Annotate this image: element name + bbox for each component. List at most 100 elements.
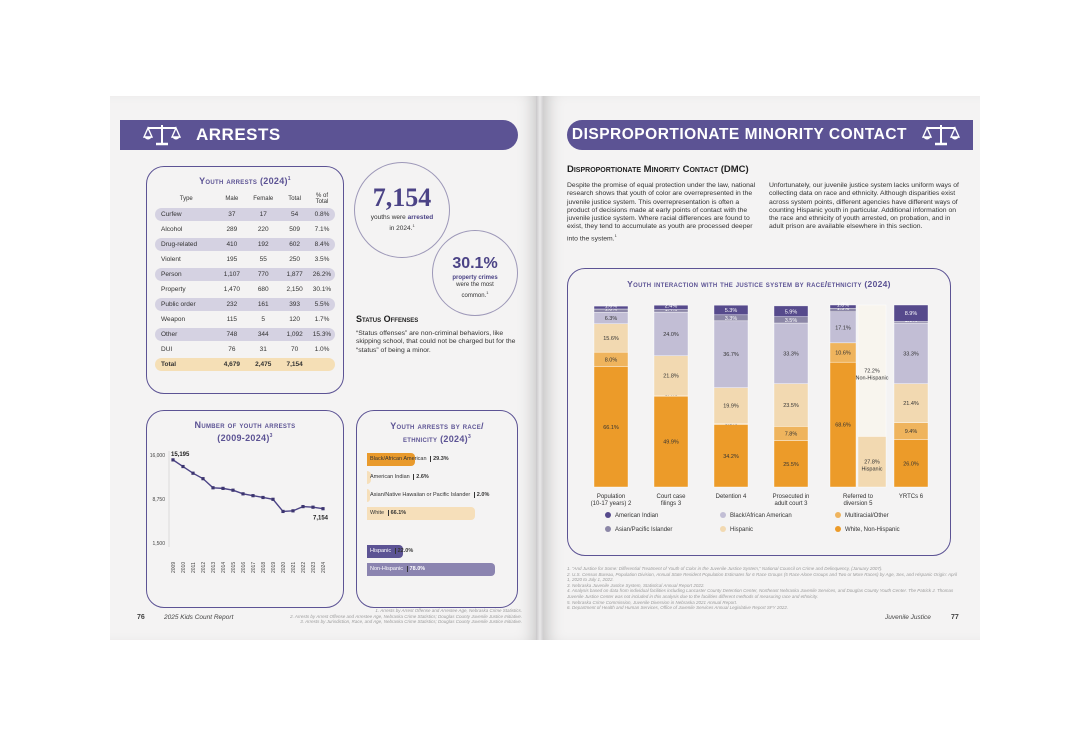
- legend-label: Multiracial/Other: [845, 513, 889, 519]
- data-point: [321, 507, 325, 511]
- y-tick-label: 1,500: [152, 541, 165, 547]
- data-point: [291, 509, 295, 513]
- bar-segment: [857, 436, 887, 488]
- segment-sublabel: Non-Hispanic: [855, 376, 888, 382]
- table-cell: Other: [155, 328, 218, 341]
- x-tick-label: 2023: [311, 562, 317, 573]
- justice-system-chart-box: Youth interaction with the justice syste…: [567, 268, 951, 556]
- segment-label: 1.9%: [837, 306, 850, 312]
- x-tick-label: 2022: [301, 562, 307, 573]
- footnote-line: 5. Nebraska Crime Commission, Juvenile D…: [567, 599, 738, 605]
- segment-label: 27.8%: [864, 460, 880, 466]
- segment-label: 7.8%: [785, 431, 798, 437]
- bar-segment: [773, 305, 809, 317]
- table-cell: Violent: [161, 256, 181, 263]
- category-label-line2: adult court 3: [774, 501, 808, 507]
- legend-swatch: [835, 526, 841, 532]
- segment-label: 36.7%: [723, 352, 739, 358]
- race-bar: [367, 471, 372, 484]
- category-label: YRTCs 6: [899, 494, 924, 500]
- total-arrests-number: 7,154: [372, 183, 432, 212]
- table-cell: 2,150: [286, 286, 303, 293]
- legend-label: Black/African American: [730, 513, 792, 519]
- total-arrests-stat-circle: 7,154 youths were arrested in 2024.1: [354, 162, 450, 258]
- category-label-line2: (10-17 years) 2: [591, 501, 632, 507]
- table-cell: 195: [226, 256, 238, 263]
- bar-segment: [893, 383, 929, 423]
- table-cell: 1,107: [217, 268, 247, 281]
- youth-arrests-table: Type Male Female Total % of Total Curfew 37 17…: [155, 190, 335, 373]
- race-bar-label: American Indian 2.6%: [370, 474, 429, 480]
- x-tick-label: 2010: [181, 562, 187, 573]
- x-tick-label: 2024: [321, 562, 327, 573]
- table-cell: 602: [280, 238, 309, 251]
- arrests-banner-title: ARRESTS: [196, 125, 281, 144]
- table-row: Person 1,107 770 1,877 26.2%: [155, 268, 335, 281]
- table-row: Drug-related 410 192 602 8.4%: [155, 238, 335, 251]
- bar-segment: [893, 322, 929, 384]
- category-label: Court case: [656, 494, 686, 500]
- segment-label: 33.3%: [903, 351, 919, 357]
- scales-of-justice-icon: [921, 125, 961, 146]
- x-tick-label: 2015: [231, 562, 237, 573]
- right-section-name: Juvenile Justice: [885, 614, 931, 621]
- y-tick-label: 16,000: [150, 453, 166, 459]
- status-offenses-text: “Status offenses” are non-criminal behav…: [356, 330, 516, 354]
- left-page: ARRESTS Youth arrests (2024)1 Type Male Fe…: [110, 96, 538, 640]
- table-cell: 509: [289, 226, 301, 233]
- race-bar: [367, 489, 371, 502]
- segment-label: 6.3%: [605, 316, 618, 322]
- race-chart-title: Youth arrests by race/ ethnicity (2024)3: [390, 421, 484, 444]
- race-bar-row: White 66.1%: [367, 507, 507, 520]
- start-value-label: 15,195: [171, 452, 190, 458]
- segment-label: 34.2%: [723, 454, 739, 460]
- left-footnotes: 1. Arrests by Arrest Offense and Arreste…: [250, 608, 522, 625]
- segment-label: 25.5%: [783, 462, 799, 468]
- segment-label: 8.9%: [905, 311, 918, 317]
- category-label-line2: diversion 5: [843, 501, 873, 507]
- ethnicity-bars: Hispanic 22.0% Non-Hispanic 78.0%: [367, 545, 507, 581]
- table-header-cell: Female: [253, 196, 274, 202]
- dmc-paragraph-2: Unfortunately, our juvenile justice syst…: [769, 182, 959, 231]
- left-report-name: 2025 Kids Count Report: [164, 614, 234, 621]
- left-page-number: 76: [137, 614, 145, 621]
- segment-label: 1.6%: [605, 304, 618, 310]
- table-row: Curfew 37 17 54 0.8%: [155, 208, 335, 221]
- table-cell: 1.0%: [314, 346, 330, 353]
- segment-label: 15.6%: [603, 336, 619, 342]
- race-bar-row: Black/African American 29.3%: [367, 453, 507, 466]
- data-point: [311, 505, 315, 509]
- dmc-banner: DISPROPORTIONATE MINORITY CONTACT: [567, 120, 973, 150]
- table-cell: Total: [155, 358, 218, 371]
- line-chart-title: Number of youth arrests (2009-2024)3: [194, 420, 296, 443]
- segment-label: 49.9%: [663, 440, 679, 446]
- segment-label: 23.5%: [783, 403, 799, 409]
- x-tick-label: 2013: [211, 562, 217, 573]
- footnote-line: 3. Nebraska Juvenile Justice System, Sta…: [567, 582, 705, 588]
- legend-swatch: [720, 526, 726, 532]
- table-cell: Drug-related: [155, 238, 218, 251]
- table-cell: 17: [246, 208, 281, 221]
- race-bar-label: Asian/Native Hawaiian or Pacific Islande…: [370, 492, 490, 498]
- segment-label: 19.9%: [723, 404, 739, 410]
- segment-label: 24.0%: [663, 332, 679, 338]
- segment-label: 5.3%: [725, 308, 738, 314]
- justice-system-stacked-bar-chart: 66.1%8.0%15.6%6.3%1.8%1.6%Population(10-…: [591, 303, 929, 533]
- table-row: Alcohol 289 220 509 7.1%: [155, 223, 335, 236]
- segment-label: 1.8%: [605, 307, 618, 313]
- table-cell: 7.1%: [314, 226, 330, 233]
- race-bar-row: Non-Hispanic 78.0%: [367, 563, 507, 576]
- arrests-trend-line: [172, 459, 324, 513]
- race-bar: [367, 453, 416, 466]
- data-point: [251, 494, 255, 498]
- segment-label: 9.4%: [905, 429, 918, 435]
- race-bar-row: Hispanic 22.0%: [367, 545, 507, 558]
- data-point: [281, 509, 285, 514]
- data-point: [221, 486, 225, 490]
- table-cell: Alcohol: [161, 226, 183, 233]
- category-label-line2: filings 3: [661, 501, 682, 507]
- footnote-line: 1. Arrests by Arrest Offense and Arreste…: [375, 608, 522, 613]
- segment-label: 3.3%: [725, 316, 738, 322]
- data-point: [271, 497, 275, 501]
- segment-label: 17.1%: [835, 325, 851, 331]
